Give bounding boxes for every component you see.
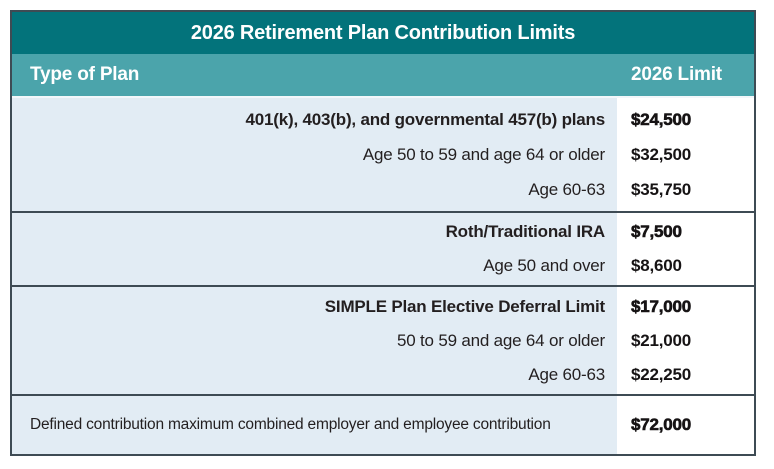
- limit-value: $21,000: [631, 330, 692, 350]
- limit-value: $7,500: [631, 222, 683, 242]
- plan-label: Age 60-63: [528, 179, 605, 199]
- section-simple-plan: SIMPLE Plan Elective Deferral Limit $17,…: [12, 285, 754, 394]
- table-row: Age 60-63 $22,250: [12, 358, 754, 392]
- table-row: 50 to 59 and age 64 or older $21,000: [12, 324, 754, 358]
- table-row: Age 60-63 $35,750: [12, 172, 754, 207]
- table-row: Defined contribution maximum combined em…: [12, 405, 754, 445]
- limit-value: $35,750: [631, 179, 692, 199]
- plan-label: 50 to 59 and age 64 or older: [396, 330, 605, 350]
- column-header-type-of-plan: Type of Plan: [30, 64, 140, 85]
- plan-label: Age 60-63: [528, 364, 605, 384]
- section-roth-traditional-ira: Roth/Traditional IRA $7,500 Age 50 and o…: [12, 211, 754, 285]
- table-row: 401(k), 403(b), and governmental 457(b) …: [12, 102, 754, 137]
- plan-label: Roth/Traditional IRA: [445, 222, 606, 241]
- section-defined-contribution-max: Defined contribution maximum combined em…: [12, 394, 754, 454]
- table-header-row: Type of Plan 2026 Limit: [12, 54, 754, 96]
- table-row: Roth/Traditional IRA $7,500: [12, 215, 754, 249]
- contribution-limits-table: 2026 Retirement Plan Contribution Limits…: [10, 10, 756, 456]
- limit-value: $32,500: [631, 144, 692, 164]
- table-title: 2026 Retirement Plan Contribution Limits: [12, 12, 754, 54]
- plan-label: 401(k), 403(b), and governmental 457(b) …: [245, 109, 606, 129]
- limit-value: $24,500: [631, 109, 692, 129]
- section-401k-403b-457b: 401(k), 403(b), and governmental 457(b) …: [12, 98, 754, 211]
- limit-value: $8,600: [631, 256, 682, 275]
- column-header-2026-limit: 2026 Limit: [631, 64, 722, 85]
- table-row: Age 50 to 59 and age 64 or older $32,500: [12, 137, 754, 172]
- limit-value: $17,000: [631, 296, 692, 316]
- limit-value: $72,000: [631, 415, 692, 435]
- plan-label: Age 50 to 59 and age 64 or older: [362, 144, 605, 164]
- plan-label: Defined contribution maximum combined em…: [30, 416, 551, 433]
- plan-label: Age 50 and over: [483, 256, 605, 275]
- plan-label: SIMPLE Plan Elective Deferral Limit: [324, 296, 605, 316]
- limit-value: $22,250: [631, 364, 692, 384]
- table-row: Age 50 and over $8,600: [12, 249, 754, 283]
- table-body: 401(k), 403(b), and governmental 457(b) …: [12, 96, 754, 454]
- table-row: SIMPLE Plan Elective Deferral Limit $17,…: [12, 290, 754, 324]
